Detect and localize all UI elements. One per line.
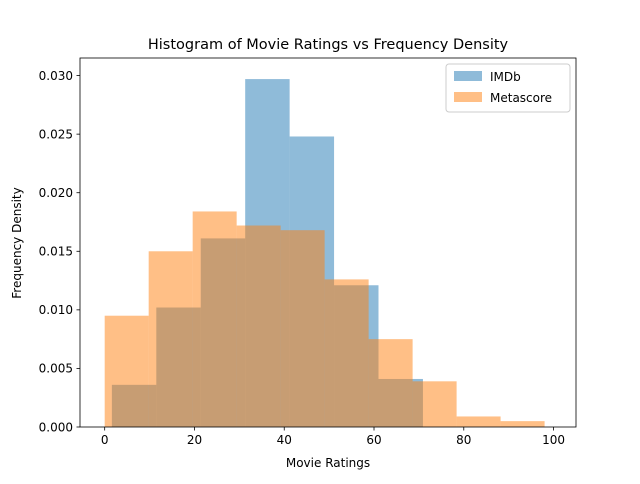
axes-frame <box>79 57 577 428</box>
bar-metascore-7 <box>412 381 457 427</box>
x-tick-label: 40 <box>277 433 292 447</box>
y-tick-label: 0.030 <box>39 69 73 83</box>
bar-metascore-6 <box>368 339 413 427</box>
y-tick-label: 0.000 <box>39 420 73 434</box>
bar-metascore-9 <box>500 421 545 427</box>
bar-metascore-2 <box>192 211 237 427</box>
x-axis-label: Movie Ratings <box>286 456 370 470</box>
legend-swatch-imdb <box>454 71 482 81</box>
x-tick-label: 60 <box>366 433 381 447</box>
x-tick-label: 80 <box>456 433 471 447</box>
axes-group: 0 20 40 60 80 100 0.000 0.005 0.010 0.015 0.020 0.0… <box>39 57 577 447</box>
y-tick-label: 0.020 <box>39 186 73 200</box>
bar-metascore-8 <box>456 416 501 427</box>
y-axis-label: Frequency Density <box>10 187 24 298</box>
y-tick-label: 0.010 <box>39 303 73 317</box>
chart-title: Histogram of Movie Ratings vs Frequency … <box>148 37 509 53</box>
x-tick-label: 20 <box>187 433 202 447</box>
x-tick-label: 100 <box>542 433 565 447</box>
bar-metascore-0 <box>104 315 149 427</box>
legend-label-imdb: IMDb <box>490 70 521 84</box>
y-tick-label: 0.015 <box>39 245 73 259</box>
bar-metascore-4 <box>280 230 325 427</box>
bars-group <box>104 79 545 427</box>
bar-metascore-1 <box>148 251 193 427</box>
bar-metascore-3 <box>236 225 281 427</box>
legend-swatch-metascore <box>454 92 482 102</box>
y-tick-label: 0.025 <box>39 127 73 141</box>
y-tick-label: 0.005 <box>39 362 73 376</box>
legend: IMDb Metascore <box>445 63 571 113</box>
bar-metascore-5 <box>324 279 369 427</box>
x-tick-label: 0 <box>101 433 109 447</box>
legend-label-metascore: Metascore <box>490 91 552 105</box>
